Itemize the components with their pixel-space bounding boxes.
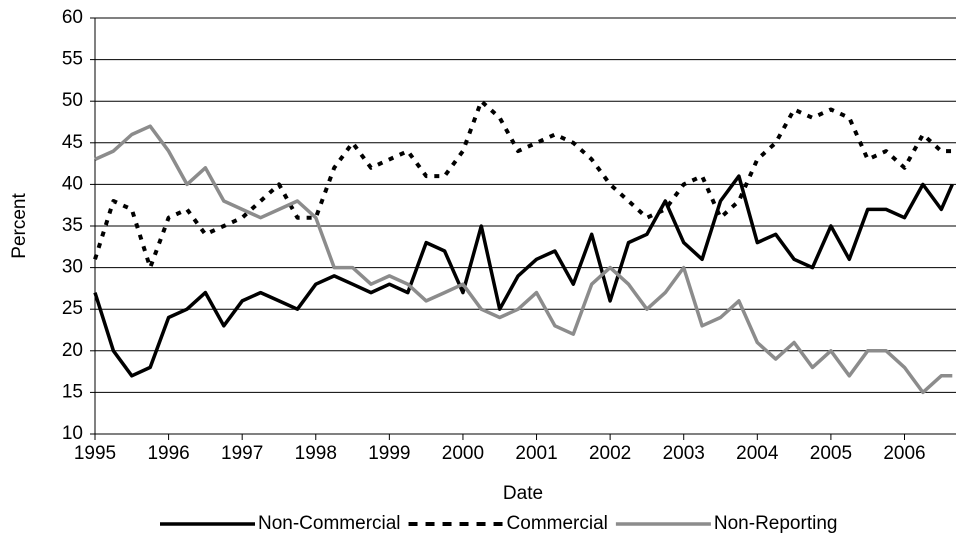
- y-tick-label: 50: [62, 90, 83, 111]
- legend-label: Non-Reporting: [714, 513, 838, 534]
- y-tick-label: 25: [62, 298, 83, 319]
- x-axis-title: Date: [503, 483, 543, 504]
- x-tick-label: 2003: [663, 443, 705, 464]
- y-tick-label: 60: [62, 7, 83, 28]
- y-axis-title: Percent: [9, 193, 30, 259]
- x-tick-label: 2001: [515, 443, 557, 464]
- x-tick-label: 1998: [295, 443, 337, 464]
- x-tick-label: 2005: [810, 443, 852, 464]
- x-tick-label: 1997: [221, 443, 263, 464]
- y-tick-label: 20: [62, 340, 83, 361]
- y-tick-label: 35: [62, 215, 83, 236]
- y-tick-label: 45: [62, 132, 83, 153]
- y-tick-label: 15: [62, 381, 83, 402]
- legend-label: Non-Commercial: [258, 513, 401, 534]
- series-line: [94, 124, 953, 395]
- x-tick-label: 2000: [442, 443, 484, 464]
- x-tick-label: 2004: [736, 443, 779, 464]
- legend-label: Commercial: [507, 513, 608, 534]
- x-tick-label: 2002: [589, 443, 631, 464]
- x-tick-label: 2006: [883, 443, 925, 464]
- x-tick-label: 1999: [368, 443, 410, 464]
- y-tick-label: 55: [62, 49, 83, 70]
- series-line: [93, 174, 954, 378]
- y-tick-label: 40: [62, 173, 83, 194]
- x-tick-label: 1996: [147, 443, 189, 464]
- x-tick-label: 1995: [74, 443, 116, 464]
- y-tick-label: 10: [62, 423, 83, 444]
- y-tick-label: 30: [62, 257, 83, 278]
